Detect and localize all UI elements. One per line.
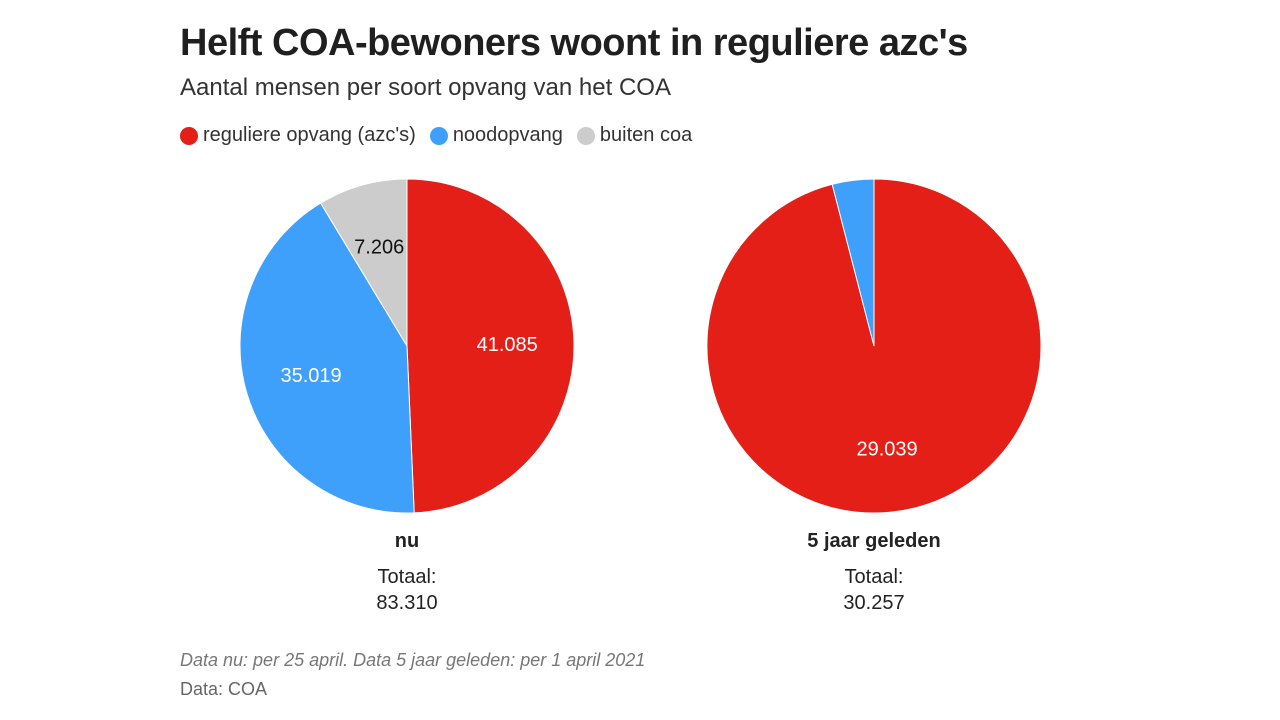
pie-label-5-jaar-geleden-reguliere-opvang-azc-s: 29.039 <box>856 439 917 461</box>
data-source: Data: COA <box>180 679 268 699</box>
chart-title: Helft COA-bewoners woont in reguliere az… <box>180 22 968 64</box>
legend-item-regular: reguliere opvang (azc's) <box>180 124 416 147</box>
legend-label-emergency: noodopvang <box>452 124 563 146</box>
pie-slice-nu-buiten-coa <box>319 178 408 348</box>
legend-label-outside: buiten coa <box>599 124 693 146</box>
pie-total-label-past: Totaal: <box>844 566 904 588</box>
pie-label-nu-buiten-coa: 7.206 <box>354 236 404 258</box>
legend-swatch-emergency <box>429 126 448 145</box>
pie-total-label-now: Totaal: <box>377 566 437 588</box>
pie-label-nu-noodopvang: 35.019 <box>280 365 341 387</box>
pie-name-now: nu <box>394 530 420 552</box>
pie-slice-nu-reguliere-opvang-azc-s <box>406 178 575 514</box>
legend-item-outside: buiten coa <box>576 124 693 147</box>
legend-swatch-regular <box>180 126 198 145</box>
pie-total-value-past: 30.257 <box>843 592 905 614</box>
pie-caption-past: 5 jaar geleden Totaal: 30.257 <box>724 528 1024 616</box>
data-note: Data nu: per 25 april. Data 5 jaar geled… <box>180 650 646 670</box>
legend-item-emergency: noodopvang <box>429 124 563 147</box>
pie-label-nu-reguliere-opvang-azc-s: 41.085 <box>477 334 538 356</box>
chart-subtitle: Aantal mensen per soort opvang van het C… <box>180 74 671 101</box>
pie-slice-5-jaar-geleden-noodopvang <box>831 178 875 347</box>
pie-slice-nu-noodopvang <box>239 202 415 514</box>
legend: reguliere opvang (azc's) noodopvang buit… <box>180 124 692 147</box>
legend-label-regular: reguliere opvang (azc's) <box>203 124 416 146</box>
legend-swatch-outside <box>576 126 595 145</box>
pie-total-value-now: 83.310 <box>376 592 438 614</box>
pie-name-past: 5 jaar geleden <box>807 530 941 552</box>
pie-caption-now: nu Totaal: 83.310 <box>257 528 557 616</box>
